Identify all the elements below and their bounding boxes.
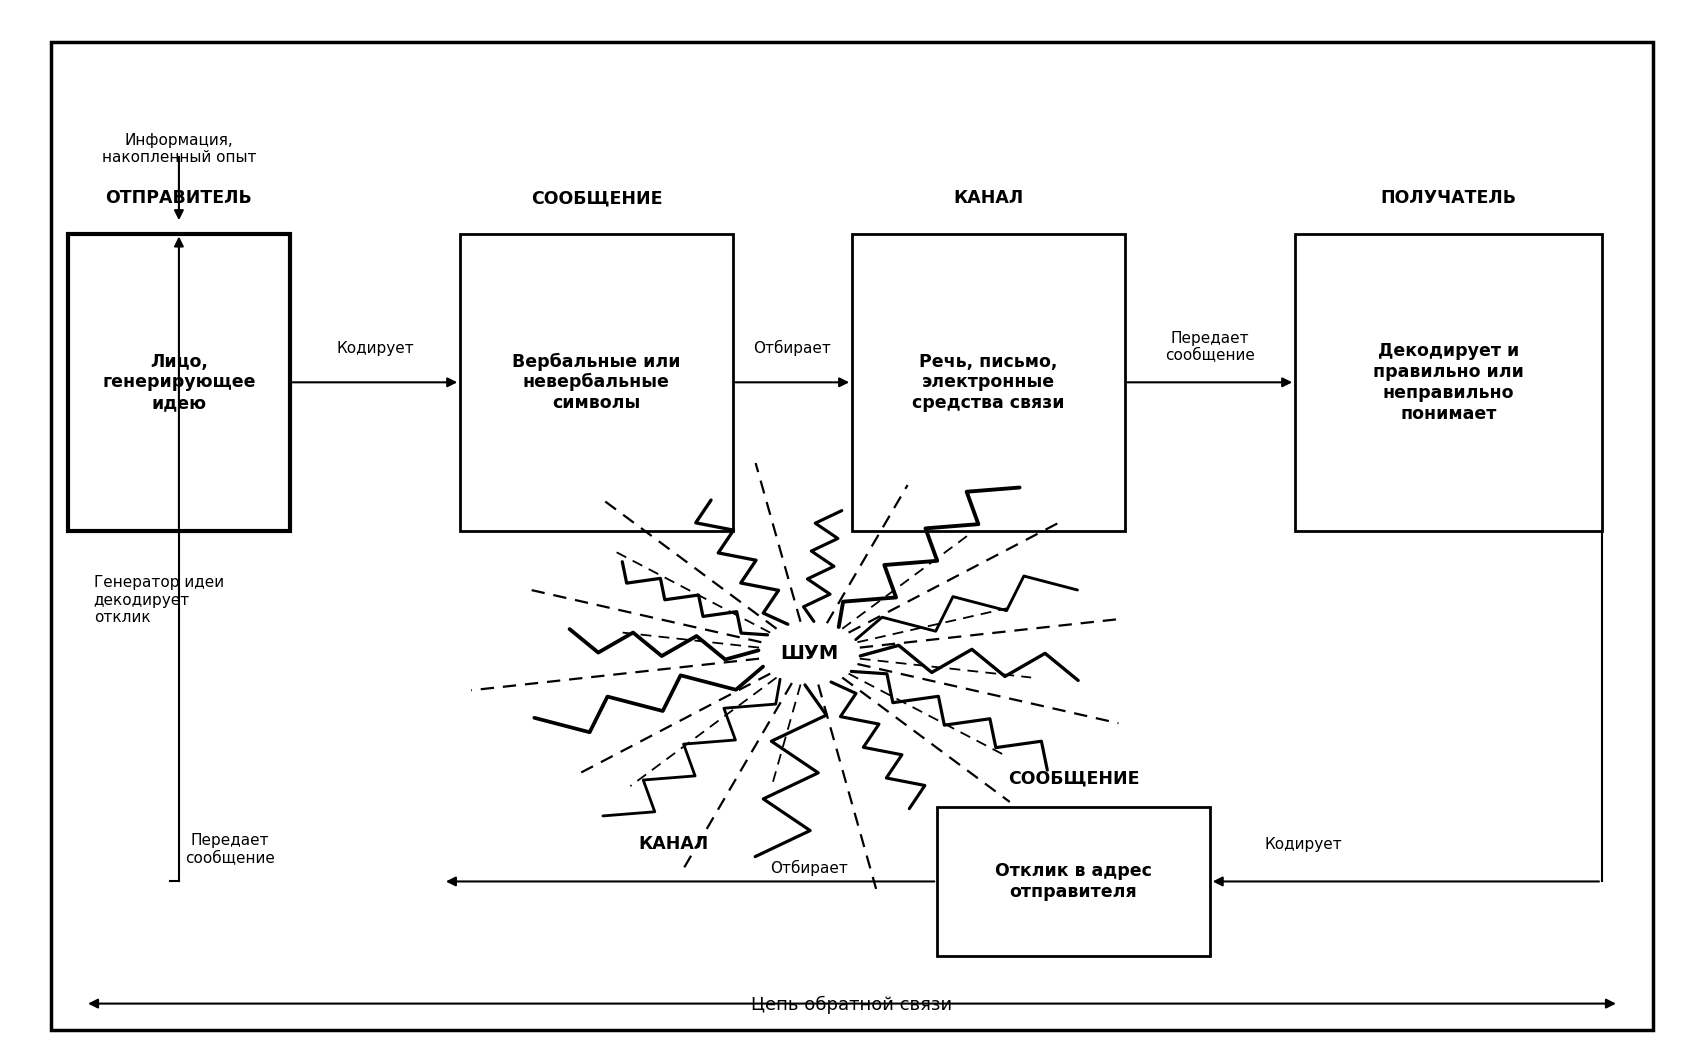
Text: КАНАЛ: КАНАЛ <box>637 836 709 853</box>
Text: Цепь обратной связи: Цепь обратной связи <box>751 996 953 1014</box>
Text: Генератор идеи
декодирует
отклик: Генератор идеи декодирует отклик <box>94 576 223 624</box>
Text: Передает
сообщение: Передает сообщение <box>186 834 274 866</box>
Text: ОТПРАВИТЕЛЬ: ОТПРАВИТЕЛЬ <box>106 189 252 207</box>
Text: Вербальные или
невербальные
символы: Вербальные или невербальные символы <box>513 353 680 412</box>
Text: Отклик в адрес
отправителя: Отклик в адрес отправителя <box>995 862 1152 901</box>
Text: Декодирует и
правильно или
неправильно
понимает: Декодирует и правильно или неправильно п… <box>1373 342 1523 423</box>
Text: Отбирает: Отбирает <box>753 340 832 356</box>
Bar <box>460 234 733 531</box>
Text: Отбирает: Отбирает <box>770 860 849 876</box>
Bar <box>937 807 1210 956</box>
Bar <box>68 234 290 531</box>
Bar <box>1295 234 1602 531</box>
Text: КАНАЛ: КАНАЛ <box>953 189 1024 207</box>
Text: СООБЩЕНИЕ: СООБЩЕНИЕ <box>530 189 663 207</box>
Text: Передает
сообщение: Передает сообщение <box>1166 330 1254 363</box>
Text: СООБЩЕНИЕ: СООБЩЕНИЕ <box>1007 770 1140 788</box>
Text: Информация,
накопленный опыт: Информация, накопленный опыт <box>102 133 256 166</box>
Text: Кодирует: Кодирует <box>1264 837 1343 852</box>
Bar <box>852 234 1125 531</box>
Text: Кодирует: Кодирует <box>336 341 414 356</box>
Text: Лицо,
генерирующее
идею: Лицо, генерирующее идею <box>102 353 256 412</box>
Text: ШУМ: ШУМ <box>780 644 838 663</box>
Text: ПОЛУЧАТЕЛЬ: ПОЛУЧАТЕЛЬ <box>1380 189 1517 207</box>
Text: Речь, письмо,
электронные
средства связи: Речь, письмо, электронные средства связи <box>912 353 1065 412</box>
